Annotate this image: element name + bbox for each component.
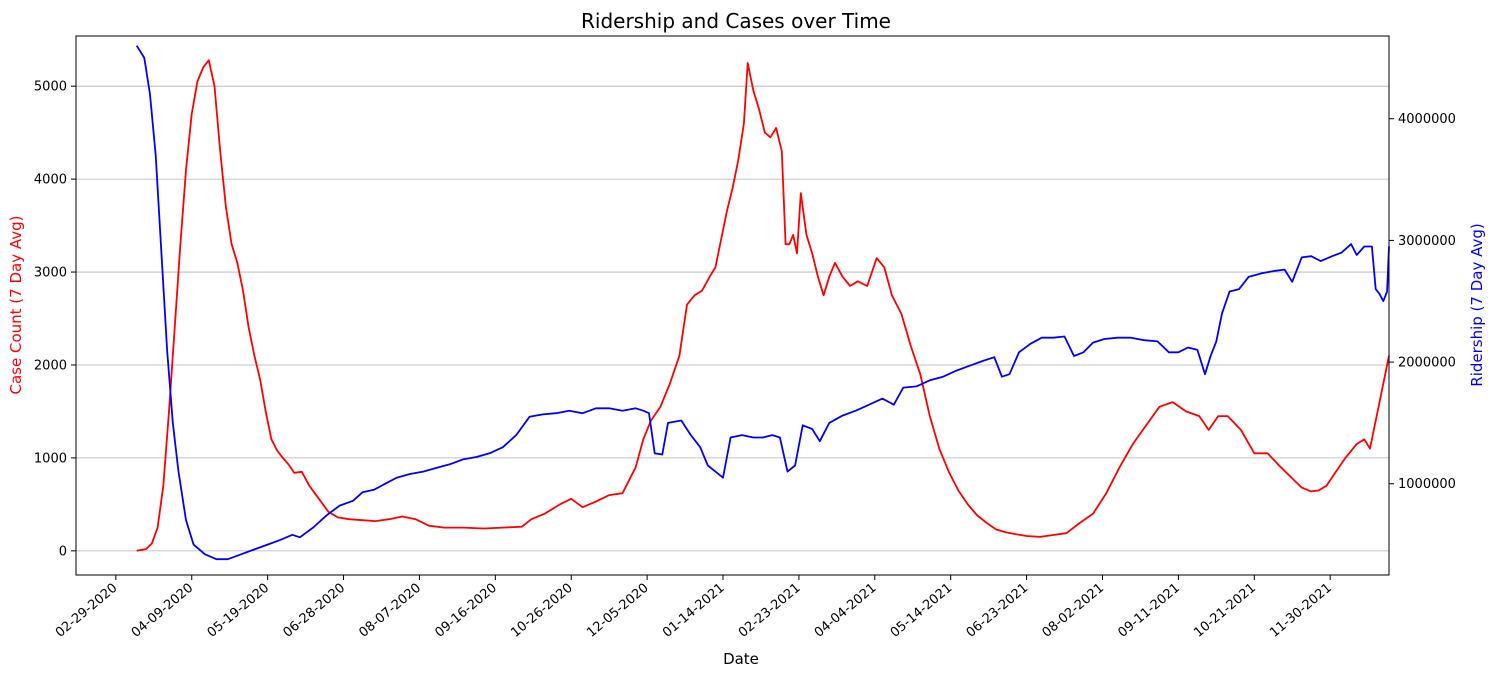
left-y-tick-label: 5000 — [34, 80, 67, 95]
x-tick-label: 08-02-2021 — [1040, 581, 1108, 641]
x-tick-label: 11-30-2021 — [1267, 581, 1335, 641]
x-tick-label: 02-29-2020 — [53, 581, 121, 641]
x-tick-label: 06-23-2021 — [964, 581, 1032, 641]
x-axis-title: Date — [723, 650, 759, 668]
x-tick-label: 10-21-2021 — [1191, 581, 1259, 641]
ridership-line — [135, 45, 1390, 561]
left-y-tick-label: 1000 — [34, 451, 67, 466]
x-tick-label: 10-26-2020 — [508, 581, 576, 641]
plot-frame — [75, 35, 1390, 576]
left-y-tick-label: 4000 — [34, 173, 67, 188]
x-tick-label: 12-05-2020 — [584, 581, 652, 641]
right-y-axis-title: Ridership (7 Day Avg) — [1468, 223, 1486, 386]
chart-title: Ridership and Cases over Time — [581, 9, 891, 33]
x-tick-label: 04-09-2020 — [129, 581, 197, 641]
x-tick-label: 06-28-2020 — [281, 581, 349, 641]
right-y-tick-label: 3000000 — [1398, 234, 1456, 249]
left-y-tick-label: 2000 — [34, 358, 67, 373]
x-tick-label: 05-19-2020 — [205, 581, 273, 641]
left-y-axis: 0 1000 2000 3000 4000 5000 — [34, 80, 76, 559]
series-layer — [135, 45, 1390, 561]
x-axis: 02-29-2020 04-09-2020 05-19-2020 06-28-2020… — [53, 575, 1335, 641]
right-y-axis: 1000000 2000000 3000000 4000000 — [1389, 112, 1456, 492]
x-tick-label: 02-23-2021 — [736, 581, 804, 641]
left-y-axis-title: Case Count (7 Day Avg) — [7, 216, 25, 395]
x-tick-label: 08-07-2020 — [356, 581, 424, 641]
x-tick-label: 01-14-2021 — [660, 581, 728, 641]
left-y-tick-label: 3000 — [34, 266, 67, 281]
x-tick-label: 09-16-2020 — [432, 581, 500, 641]
right-y-tick-label: 1000000 — [1398, 477, 1456, 492]
gridlines — [76, 85, 1389, 552]
right-y-tick-label: 4000000 — [1398, 112, 1456, 127]
left-y-tick-label: 0 — [59, 544, 67, 559]
right-y-tick-label: 2000000 — [1398, 356, 1456, 371]
x-tick-label: 09-11-2021 — [1115, 581, 1183, 641]
x-tick-label: 05-14-2021 — [888, 581, 956, 641]
x-tick-label: 04-04-2021 — [812, 581, 880, 641]
case-count-line — [136, 59, 1390, 552]
